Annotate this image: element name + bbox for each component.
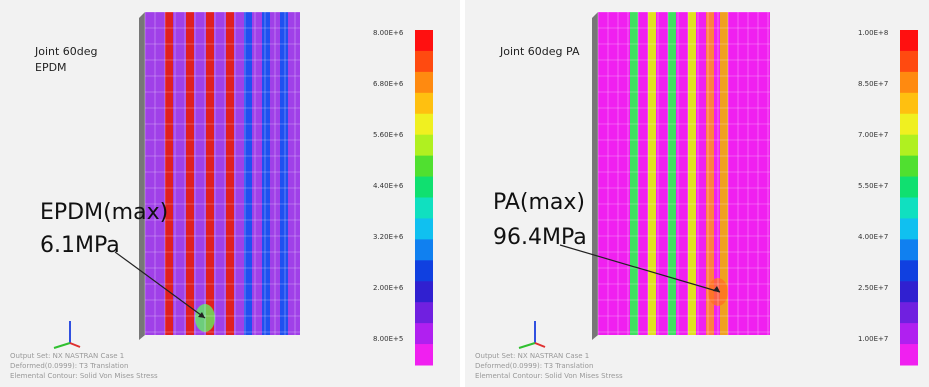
footer-text: Deformed(0.0999): T3 Translation — [475, 362, 593, 370]
colorbar-band — [415, 302, 433, 323]
colorbar-band — [415, 51, 433, 72]
stripe — [186, 12, 194, 335]
colorbar-band — [900, 260, 918, 281]
stripe — [165, 12, 173, 335]
colorbar-label: 2.00E+6 — [373, 284, 404, 292]
colorbar-band — [415, 30, 433, 51]
stripe — [648, 12, 656, 335]
colorbar-band — [415, 218, 433, 239]
footer-text: Output Set: NX NASTRAN Case 1 — [10, 352, 124, 360]
colorbar-band — [415, 93, 433, 114]
colorbar-band — [415, 156, 433, 177]
colorbar-label: 2.50E+7 — [858, 284, 888, 292]
colorbar-band — [900, 281, 918, 302]
panel-title: EPDM — [35, 61, 67, 74]
colorbar-label: 8.50E+7 — [858, 80, 888, 88]
colorbar-label: 6.80E+6 — [373, 80, 404, 88]
colorbar-label: 8.00E+5 — [373, 335, 403, 343]
colorbar-band — [900, 218, 918, 239]
colorbar-label: 5.60E+6 — [373, 131, 404, 139]
colorbar-band — [900, 51, 918, 72]
colorbar-band — [900, 239, 918, 260]
panel: 8.00E+6 6.80E+6 5.60E+6 4.40E+6 3.20E+6 2.00E… — [0, 0, 460, 387]
colorbar-band — [415, 344, 433, 365]
colorbar-band — [900, 177, 918, 198]
colorbar-band — [900, 302, 918, 323]
colorbar-label: 1.00E+8 — [858, 29, 888, 37]
figure: 8.00E+6 6.80E+6 5.60E+6 4.40E+6 3.20E+6 2.00E… — [0, 0, 929, 387]
colorbar-band — [900, 156, 918, 177]
footer-text: Output Set: NX NASTRAN Case 1 — [475, 352, 589, 360]
stripe — [630, 12, 638, 335]
annotation: EPDM(max) — [40, 200, 168, 225]
colorbar-label: 8.00E+6 — [373, 29, 404, 37]
colorbar-band — [900, 114, 918, 135]
stripe — [688, 12, 696, 335]
colorbar-band — [415, 177, 433, 198]
colorbar-label: 4.00E+7 — [858, 233, 888, 241]
plate-edge — [139, 12, 145, 340]
colorbar-label: 1.00E+7 — [858, 335, 888, 343]
colorbar-band — [900, 198, 918, 219]
annotation: 6.1MPa — [40, 233, 120, 258]
colorbar-band — [900, 93, 918, 114]
colorbar-band — [415, 281, 433, 302]
colorbar-band — [415, 239, 433, 260]
stripe — [668, 12, 676, 335]
colorbar-label: 3.20E+6 — [373, 233, 404, 241]
colorbar-band — [415, 114, 433, 135]
colorbar-band — [900, 344, 918, 365]
colorbar-label: 4.40E+6 — [373, 182, 404, 190]
colorbar-label: 5.50E+7 — [858, 182, 888, 190]
annotation: PA(max) — [493, 190, 585, 215]
footer-text: Elemental Contour: Solid Von Mises Stres… — [10, 372, 158, 380]
panel-title: Joint 60deg PA — [499, 45, 580, 58]
colorbar-band — [900, 30, 918, 51]
stripe — [262, 12, 270, 335]
stripe — [280, 12, 288, 335]
colorbar-band — [900, 135, 918, 156]
annotation: 96.4MPa — [493, 225, 587, 250]
colorbar-band — [415, 198, 433, 219]
stripe — [206, 12, 214, 335]
plate — [598, 12, 770, 335]
panel-title: Joint 60deg — [34, 45, 98, 58]
colorbar-band — [415, 323, 433, 344]
colorbar-label: 7.00E+7 — [858, 131, 888, 139]
plate-edge — [592, 12, 598, 340]
colorbar-band — [415, 260, 433, 281]
panel: 1.00E+8 8.50E+7 7.00E+7 5.50E+7 4.00E+7 2.50E… — [465, 0, 929, 387]
stripe — [226, 12, 234, 335]
colorbar-band — [900, 323, 918, 344]
colorbar-band — [900, 72, 918, 93]
colorbar-band — [415, 135, 433, 156]
footer-text: Elemental Contour: Solid Von Mises Stres… — [475, 372, 623, 380]
colorbar-band — [415, 72, 433, 93]
footer-text: Deformed(0.0999): T3 Translation — [10, 362, 128, 370]
